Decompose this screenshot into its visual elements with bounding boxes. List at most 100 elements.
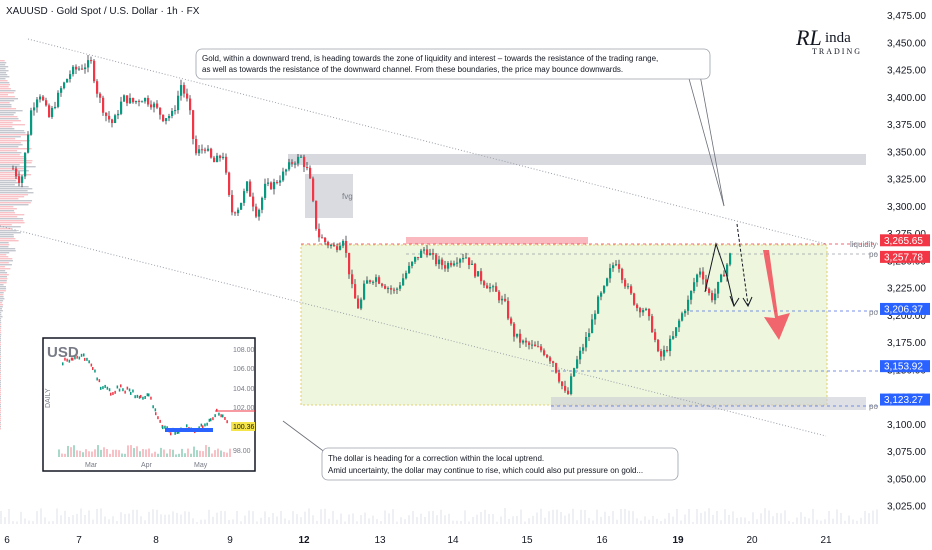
candle-body [168,115,171,119]
candle-body [303,156,306,168]
candle-body [162,114,165,122]
candle-body [495,286,498,292]
volume-bar [196,521,198,524]
volume-bar [172,511,174,524]
candle-body [81,68,84,70]
inset-volume-bar [136,446,138,457]
inset-candle [224,416,226,420]
volume-bar [372,515,374,524]
candle-body [540,346,543,351]
volume-profile-bar [0,266,5,268]
candle-body [675,327,678,337]
candle-body [408,265,411,273]
candle-body [204,149,207,151]
volume-bar [532,515,534,524]
volume-bar [280,511,282,524]
inset-candle [146,393,149,397]
volume-bar [412,511,414,524]
inset-candle [214,414,216,418]
inset-volume-bar [97,445,99,457]
inset-volume-bar [181,448,183,457]
inset-candle [98,379,101,383]
candle-body [63,82,66,89]
inset-candle [157,416,159,420]
volume-profile-bar [0,230,17,232]
volume-bar [832,518,834,524]
volume-profile-bar [0,312,2,314]
volume-profile-bar [0,340,1,342]
volume-bar [488,513,490,524]
volume-bar [816,519,818,524]
volume-bar [564,515,566,524]
volume-profile [0,60,878,524]
candle-body [108,115,111,120]
candle-body [687,299,690,311]
volume-profile-bar [0,142,21,144]
candle-body [117,113,120,116]
inset-candle [150,396,152,400]
volume-bar [508,518,510,524]
volume-bar [144,520,146,524]
candle-body [522,340,525,343]
volume-profile-bar [0,332,2,334]
candle-body [567,390,570,395]
volume-bar [100,508,102,524]
volume-bar [56,508,58,524]
inset-candle [84,357,86,361]
inset-xtick-mar: Mar [85,462,98,469]
inset-candle [102,386,104,390]
volume-profile-bar [0,146,19,148]
candle-body [258,209,261,217]
inset-candle [142,396,144,400]
volume-profile-bar [0,390,1,392]
volume-bar [276,516,278,524]
volume-bar [48,521,50,524]
candle-body [621,268,624,280]
volume-bar [872,510,874,524]
candle-body [387,288,390,290]
candle-body [201,149,204,151]
candle-body [402,278,405,286]
volume-profile-bar [0,424,1,426]
candle-body [198,149,201,154]
candle-body [705,279,708,289]
volume-bar [476,514,478,524]
inset-last-price: 100.36 [233,424,255,431]
inset-candle [88,360,90,364]
candle-body [654,332,657,340]
inset-volume-bar [70,447,72,457]
inset-candle [96,377,98,381]
price-tag-label: 3,153.92 [884,362,923,373]
volume-bar [108,519,110,524]
candle-body [636,304,639,309]
candle-body [177,95,180,111]
inset-volume-bar [187,448,189,457]
volume-profile-bar [0,186,29,188]
candle-body [585,337,588,348]
candle-body [483,281,486,286]
volume-profile-bar [0,264,12,266]
candle-body [219,155,222,159]
candle-body [366,280,369,284]
inset-candle [104,384,106,388]
volume-bar [336,519,338,524]
candle-body [462,257,465,260]
candle-body [426,249,429,256]
volume-profile-bar [0,136,21,138]
inset-candle [166,426,168,430]
price-scale[interactable] [878,0,932,550]
candle-body [516,333,519,337]
volume-bar [28,520,30,524]
candle-body [594,313,597,320]
volume-bar [536,512,538,524]
candle-body [684,310,687,314]
candle-body [543,350,546,355]
volume-profile-bar [0,372,1,374]
volume-profile-bar [0,172,16,174]
inset-candle [116,385,119,389]
volume-bar [492,514,494,524]
volume-bar [208,509,210,524]
volume-profile-bar [0,300,4,302]
inset-volume-bar [223,451,225,457]
